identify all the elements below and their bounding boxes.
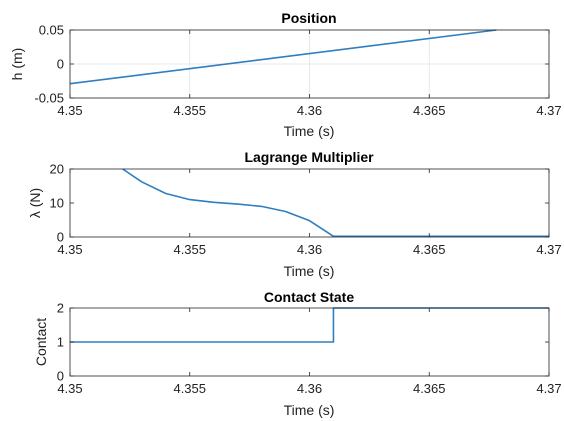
- y-tick-label: -0.05: [34, 91, 64, 106]
- chart-title: Contact State: [264, 289, 354, 305]
- x-axis-label: Time (s): [284, 263, 335, 279]
- y-axis-label: λ (N): [27, 188, 43, 218]
- x-tick-label: 4.365: [413, 103, 446, 118]
- y-tick-label: 20: [50, 162, 64, 177]
- x-tick-label: 4.36: [297, 381, 322, 396]
- y-tick-label: 0: [57, 57, 64, 72]
- y-axis-label: Contact: [33, 318, 49, 366]
- x-tick-label: 4.37: [536, 381, 561, 396]
- x-tick-label: 4.355: [173, 103, 206, 118]
- y-axis-label: h (m): [9, 48, 25, 81]
- y-tick-label: 0.05: [39, 23, 64, 38]
- y-tick-label: 2: [57, 301, 64, 316]
- series-line: [69, 29, 497, 85]
- y-tick-label: 1: [57, 335, 64, 350]
- x-tick-label: 4.35: [57, 242, 82, 257]
- chart-title: Position: [281, 10, 336, 26]
- x-tick-label: 4.36: [297, 103, 322, 118]
- y-tick-label: 0: [57, 230, 64, 245]
- chart-position: Position h (m) Time (s) 4.35 4.355 4.36 4.3…: [9, 10, 562, 139]
- x-tick-label: 4.355: [173, 242, 206, 257]
- plot-area: [70, 169, 549, 237]
- x-axis-label: Time (s): [284, 402, 335, 418]
- chart-lagrange-multiplier: Lagrange Multiplier λ (N) Time (s) 4.35 4…: [27, 149, 562, 279]
- x-tick-label: 4.35: [57, 381, 82, 396]
- x-tick-label: 4.37: [536, 103, 561, 118]
- y-tick-label: 10: [50, 196, 64, 211]
- x-tick-label: 4.36: [297, 242, 322, 257]
- x-tick-label: 4.355: [173, 381, 206, 396]
- series-line: [122, 168, 549, 238]
- x-tick-label: 4.365: [413, 381, 446, 396]
- y-tick-label: 0: [57, 369, 64, 384]
- chart-contact-state: Contact State Contact Time (s) 4.35 4.355…: [33, 289, 562, 418]
- x-axis-label: Time (s): [284, 123, 335, 139]
- x-tick-label: 4.37: [536, 242, 561, 257]
- x-tick-label: 4.365: [413, 242, 446, 257]
- chart-title: Lagrange Multiplier: [244, 149, 374, 165]
- x-tick-label: 4.35: [57, 103, 82, 118]
